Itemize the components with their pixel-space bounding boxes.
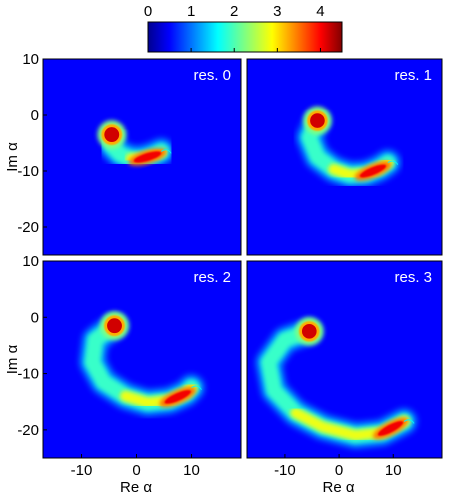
x-axis-label: Re α xyxy=(322,479,354,496)
spot-core xyxy=(310,113,325,128)
colorbar-tick-label: 2 xyxy=(230,3,238,20)
colorbar-tick-label: 0 xyxy=(144,3,152,20)
panel-frame xyxy=(42,58,242,256)
panel-label: res. 2 xyxy=(193,269,231,286)
y-tick-label: -10 xyxy=(17,163,39,180)
y-tick-label: 0 xyxy=(31,107,39,124)
panel-1: res. 1 xyxy=(246,58,443,256)
y-tick-label: -20 xyxy=(17,219,39,236)
x-tick-label: 10 xyxy=(183,462,200,479)
colorbar: 0 1 2 3 4 xyxy=(144,3,343,53)
panel-background xyxy=(43,261,241,458)
panel-label: res. 3 xyxy=(394,269,432,286)
x-tick-label: 0 xyxy=(132,462,140,479)
panels: res. 0 10 0 -10 -20 Im α res. 1 res. 2 10 0 -10 -20… xyxy=(4,51,443,496)
arc-tail xyxy=(191,385,202,390)
panel-0: res. 0 10 0 -10 -20 Im α xyxy=(4,51,242,256)
colorbar-tick-label: 1 xyxy=(187,3,195,20)
panel-background xyxy=(247,59,442,255)
arc-hotspot-core xyxy=(377,421,404,436)
colorbar-tick-label: 4 xyxy=(316,3,324,20)
arc-hotspot-core xyxy=(359,164,387,178)
spot-core xyxy=(104,127,120,143)
x-tick-label: 10 xyxy=(385,462,402,479)
heatmap-plot xyxy=(80,311,204,416)
colorbar-gradient xyxy=(147,21,343,53)
y-tick-label: 0 xyxy=(31,309,39,326)
y-tick-label: 10 xyxy=(22,253,39,270)
heatmap-plot xyxy=(256,317,417,448)
y-tick-label: -10 xyxy=(17,366,39,383)
x-tick-label: -10 xyxy=(274,462,296,479)
panel-label: res. 0 xyxy=(193,67,231,84)
arc-hotspot-core xyxy=(133,151,162,163)
colorbar-ticks: 0 1 2 3 4 xyxy=(144,3,325,52)
panel-frame xyxy=(246,58,443,256)
x-tick-label: -10 xyxy=(71,462,93,479)
panel-label: res. 1 xyxy=(394,67,432,84)
spot-core xyxy=(107,318,122,334)
x-axis-label: Re α xyxy=(120,479,152,496)
y-tick-label: 10 xyxy=(22,51,39,68)
arc-tail xyxy=(160,149,172,154)
y-tick-label: -20 xyxy=(17,422,39,439)
x-tick-label: 0 xyxy=(335,462,343,479)
arc-tail xyxy=(387,160,399,165)
heatmap-plot xyxy=(97,120,174,172)
arc-hotspot-core xyxy=(164,390,191,404)
arc-tail xyxy=(403,419,415,424)
spot-core xyxy=(301,324,317,339)
y-axis-label: Im α xyxy=(4,344,21,374)
panel-frame xyxy=(246,260,443,459)
panel-2: res. 2 10 0 -10 -20 -10 0 10 Im α Re α xyxy=(4,253,242,496)
panel-frame xyxy=(42,260,242,459)
colorbar-tick-label: 3 xyxy=(273,3,281,20)
panel-3: res. 3 -10 0 10 Re α xyxy=(246,260,443,496)
heatmap-plot xyxy=(297,106,400,188)
y-axis-label: Im α xyxy=(4,142,21,172)
